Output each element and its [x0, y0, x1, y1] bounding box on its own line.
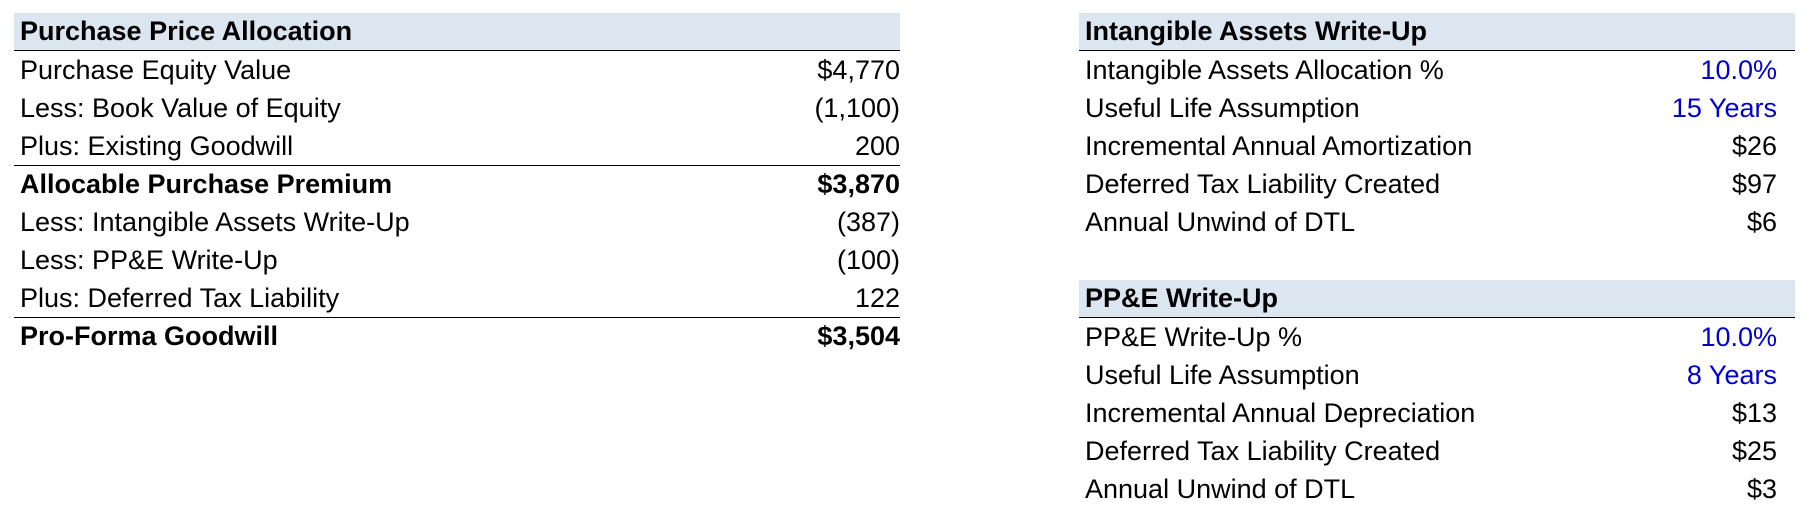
intangible-row-useful-life: Useful Life Assumption 15 Years — [1085, 92, 1777, 123]
ppa-row-pro-forma-goodwill: Pro-Forma Goodwill $3,504 — [14, 317, 900, 355]
ppe-row-depreciation: Incremental Annual Depreciation $13 — [1085, 397, 1777, 428]
intangible-header: Intangible Assets Write-Up — [1079, 13, 1795, 51]
intangible-row-allocation-pct: Intangible Assets Allocation % 10.0% — [1085, 54, 1777, 85]
ppe-input-value: 8 Years — [1686, 359, 1777, 390]
ppe-row-dtl-created: Deferred Tax Liability Created $25 — [1085, 435, 1777, 466]
ppa-header: Purchase Price Allocation — [14, 13, 900, 51]
ppa-row-purchase-equity-value: Purchase Equity Value $4,770 — [20, 54, 900, 85]
ppa-row-book-value: Less: Book Value of Equity (1,100) — [20, 92, 900, 123]
ppe-value: $13 — [1731, 397, 1777, 428]
ppa-row-existing-goodwill: Plus: Existing Goodwill 200 — [20, 130, 900, 161]
ppe-row-write-up-pct: PP&E Write-Up % 10.0% — [1085, 321, 1777, 352]
intangible-row-amortization: Incremental Annual Amortization $26 — [1085, 130, 1777, 161]
ppe-title: PP&E Write-Up — [1085, 283, 1279, 313]
ppa-title: Purchase Price Allocation — [20, 16, 353, 46]
ppa-value: (100) — [836, 244, 900, 275]
ppa-value: $3,504 — [817, 321, 900, 351]
ppe-input-value: 10.0% — [1700, 321, 1777, 352]
ppa-row-intangible-write-up: Less: Intangible Assets Write-Up (387) — [20, 206, 900, 237]
intangible-row-dtl-unwind: Annual Unwind of DTL $6 — [1085, 206, 1777, 237]
ppa-value: 122 — [854, 282, 900, 313]
intangible-input-value: 10.0% — [1700, 54, 1777, 85]
intangible-value: $97 — [1731, 168, 1777, 199]
intangible-assets-write-up-table: Intangible Assets Write-Up Intangible As… — [1079, 13, 1795, 241]
ppa-row-allocable-premium: Allocable Purchase Premium $3,870 — [14, 165, 900, 203]
intangible-value: $26 — [1731, 130, 1777, 161]
ppa-value: $4,770 — [817, 54, 900, 85]
intangible-title: Intangible Assets Write-Up — [1085, 16, 1428, 46]
ppa-value: (387) — [836, 206, 900, 237]
ppa-value: (1,100) — [814, 92, 900, 123]
ppe-value: $25 — [1731, 435, 1777, 466]
ppe-row-dtl-unwind: Annual Unwind of DTL $3 — [1085, 473, 1777, 504]
ppe-row-useful-life: Useful Life Assumption 8 Years — [1085, 359, 1777, 390]
intangible-input-value: 15 Years — [1671, 92, 1777, 123]
ppe-header: PP&E Write-Up — [1079, 280, 1795, 318]
ppa-value: $3,870 — [817, 169, 900, 199]
purchase-price-allocation-table: Purchase Price Allocation Purchase Equit… — [14, 13, 900, 355]
ppe-value: $3 — [1746, 473, 1777, 504]
intangible-value: $6 — [1746, 206, 1777, 237]
ppa-row-deferred-tax-liability: Plus: Deferred Tax Liability 122 — [20, 282, 900, 313]
ppa-value: 200 — [854, 130, 900, 161]
ppe-write-up-table: PP&E Write-Up PP&E Write-Up % 10.0% Usef… — [1079, 280, 1795, 508]
intangible-row-dtl-created: Deferred Tax Liability Created $97 — [1085, 168, 1777, 199]
ppa-row-ppe-write-up: Less: PP&E Write-Up (100) — [20, 244, 900, 275]
